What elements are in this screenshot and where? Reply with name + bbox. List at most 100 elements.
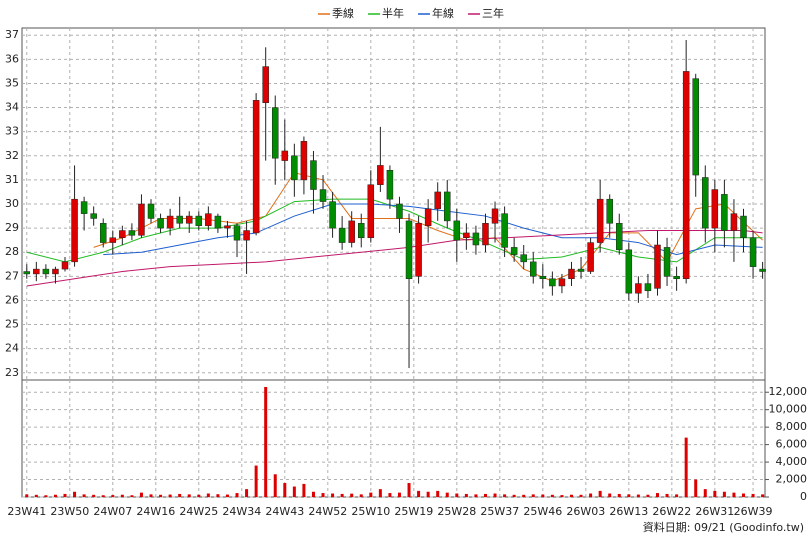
- volume-bar: [340, 493, 344, 497]
- legend-label: 年線: [432, 6, 454, 20]
- volume-bar: [101, 495, 105, 497]
- volume-bar: [579, 494, 583, 497]
- volume-bar: [426, 491, 430, 497]
- candle-body: [702, 177, 709, 229]
- y2-tick-label: 8,000: [776, 420, 808, 433]
- candle-body: [109, 237, 117, 243]
- candle-body: [319, 189, 327, 202]
- volume-bar: [608, 493, 612, 497]
- candle-body: [463, 232, 470, 239]
- x-tick-label: 26W22: [652, 505, 691, 518]
- volume-bar: [655, 493, 659, 497]
- candle-body: [243, 230, 250, 241]
- volume-bar: [531, 494, 535, 497]
- x-tick-label: 24W34: [222, 505, 261, 518]
- candle-body: [721, 194, 728, 231]
- ma-line: [103, 203, 763, 256]
- volume-bar: [541, 494, 545, 497]
- volume-bar: [464, 493, 468, 497]
- candle-body: [157, 218, 164, 229]
- volume-bar: [311, 491, 315, 497]
- candle-body: [510, 247, 518, 255]
- y2-tick-label: 6,000: [776, 438, 808, 451]
- x-tick-label: 25W10: [351, 505, 390, 518]
- y-tick-label: 36: [5, 52, 19, 65]
- volume-bar: [617, 493, 621, 497]
- candle-body: [501, 213, 508, 248]
- y-tick-label: 34: [5, 101, 19, 114]
- y2-tick-label: 10,000: [769, 403, 808, 416]
- volume-bar: [598, 490, 602, 497]
- x-tick-label: 23W41: [7, 505, 46, 518]
- volume-bar: [665, 493, 669, 497]
- y-tick-label: 26: [5, 293, 19, 306]
- volume-bar: [168, 494, 172, 497]
- volume-bar: [264, 386, 268, 497]
- volume-bar: [483, 493, 487, 497]
- candle-body: [625, 249, 633, 294]
- volume-bar: [197, 494, 201, 497]
- legend: 季線 半年 年線 三年: [318, 6, 504, 20]
- volume-bar: [302, 483, 306, 497]
- volume-bar: [149, 494, 153, 497]
- x-tick-label: 26W03: [566, 505, 605, 518]
- candle-body: [42, 268, 50, 275]
- x-tick-label: 26W31: [695, 505, 734, 518]
- volume-bar: [350, 493, 354, 497]
- candle-body: [377, 165, 384, 185]
- candle-body: [606, 198, 613, 224]
- volume-bar: [63, 493, 67, 497]
- candle-body: [396, 203, 403, 219]
- candle-body: [759, 268, 766, 272]
- legend-label: 季線: [332, 6, 354, 20]
- volume-bar: [474, 494, 478, 497]
- ma-line: [26, 230, 763, 287]
- x-tick-label: 23W50: [50, 505, 89, 518]
- volume-bar: [139, 492, 143, 497]
- y-tick-label: 37: [5, 28, 19, 41]
- y-tick-label: 31: [5, 173, 19, 186]
- candle-body: [635, 283, 642, 294]
- volume-bar: [589, 493, 593, 497]
- y-tick-label: 24: [5, 342, 19, 355]
- candle-body: [138, 203, 145, 236]
- volume-bar: [522, 494, 526, 497]
- candle-body: [730, 213, 738, 231]
- candle-body: [128, 230, 136, 236]
- candle-body: [61, 261, 69, 270]
- candle-body: [616, 223, 623, 251]
- candle-body: [80, 201, 88, 214]
- x-tick-label: 24W52: [308, 505, 347, 518]
- volume-bar: [493, 493, 497, 497]
- volume-bar: [503, 494, 507, 497]
- y-tick-label: 27: [5, 269, 19, 282]
- legend-label: 半年: [382, 6, 404, 20]
- candle-body: [386, 169, 394, 200]
- candle-body: [90, 213, 97, 219]
- volume-bar: [111, 495, 115, 497]
- candle-body: [71, 198, 78, 263]
- volume-bar: [741, 493, 745, 497]
- candle-body: [549, 278, 556, 287]
- candle-body: [682, 71, 690, 279]
- volume-bar: [436, 490, 440, 497]
- x-tick-label: 25W28: [437, 505, 476, 518]
- x-tick-label: 26W13: [609, 505, 648, 518]
- candle-body: [338, 227, 346, 243]
- candle-body: [644, 283, 652, 292]
- candle-body: [673, 276, 680, 279]
- candle-body: [405, 220, 413, 279]
- candle-body: [367, 184, 375, 239]
- candle-body: [444, 191, 451, 222]
- volume-bar: [455, 493, 459, 497]
- candle-body: [453, 220, 461, 241]
- candle-body: [166, 215, 174, 229]
- volume-bar: [321, 493, 325, 497]
- x-tick-label: 24W16: [136, 505, 175, 518]
- candle-body: [472, 232, 480, 246]
- candle-body: [424, 208, 432, 226]
- candle-body: [482, 223, 489, 246]
- candle-body: [262, 66, 269, 103]
- volume-bar: [684, 437, 688, 497]
- volume-panel: [21, 379, 766, 498]
